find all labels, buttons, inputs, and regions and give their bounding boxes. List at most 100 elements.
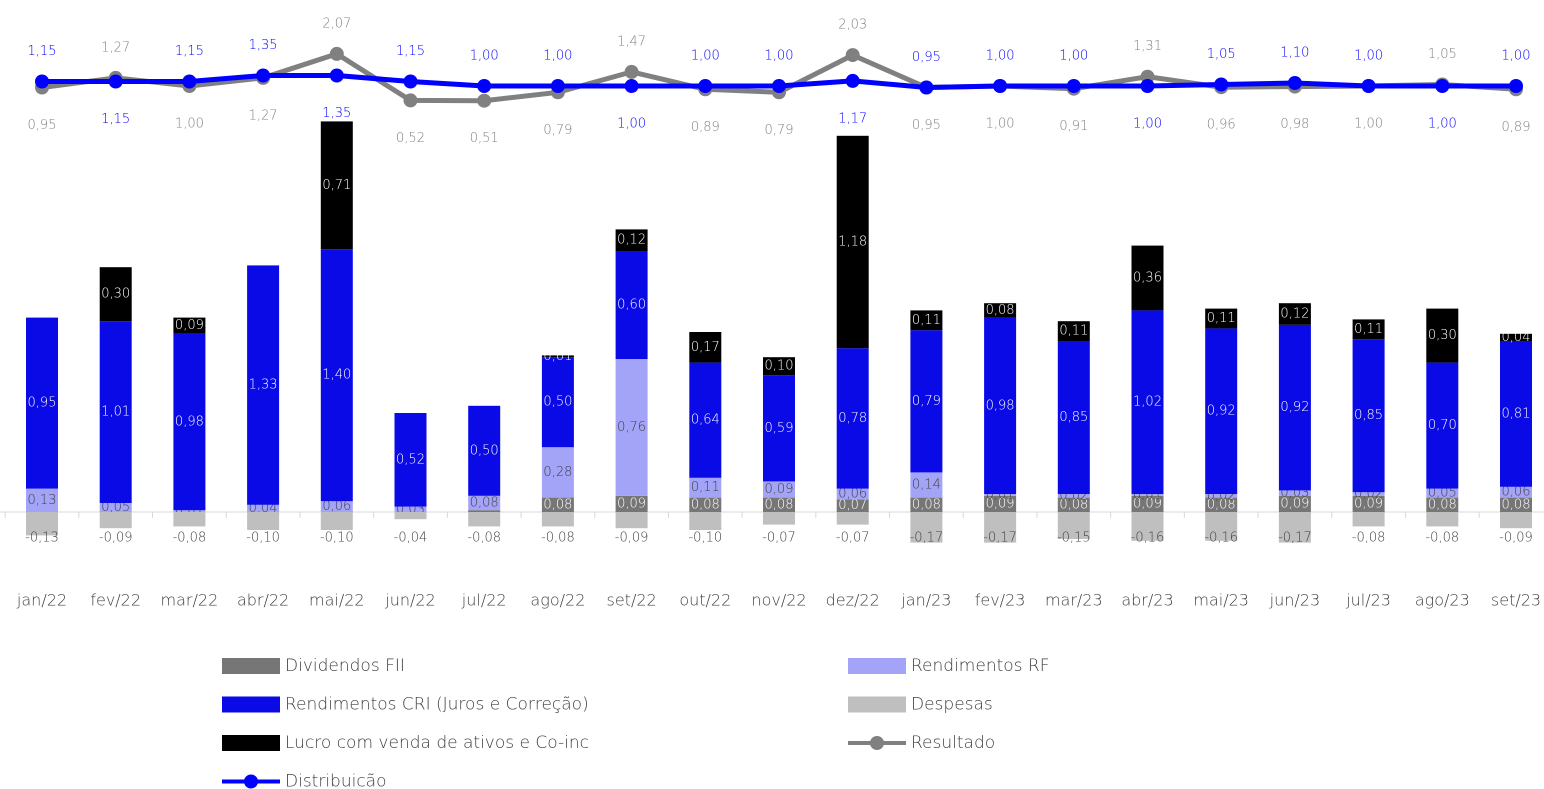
line-label: 1,10 [1280, 46, 1309, 61]
line-marker [772, 79, 786, 93]
data-label: 0,10 [765, 359, 794, 374]
line-label: 1,00 [691, 49, 720, 64]
bar-segment [984, 317, 1017, 494]
bar-segment [1278, 512, 1311, 543]
bar-segment [541, 355, 574, 358]
bar-segment [1352, 492, 1385, 496]
legend-label: Resultado [911, 733, 995, 753]
data-label: 0,09 [617, 496, 646, 511]
bar-segment [1500, 333, 1532, 341]
data-label: 1,33 [249, 378, 278, 393]
line-marker [698, 79, 713, 93]
bar-segment [26, 488, 58, 512]
bar-segment [615, 495, 648, 512]
data-label: -0,09 [1499, 531, 1533, 546]
bar-segment [1057, 321, 1090, 341]
bar-segment [689, 332, 722, 363]
bar-segment [689, 497, 722, 512]
line-label: 2,07 [322, 16, 351, 31]
line-marker [845, 48, 860, 63]
legend-swatch [848, 696, 906, 713]
data-label: -0,10 [688, 531, 722, 546]
line-label: 1,15 [28, 44, 57, 59]
bar-segment [1500, 497, 1532, 512]
line-label: 1,00 [1428, 117, 1457, 132]
x-tick-label: abr/23 [1121, 591, 1173, 610]
bar-segment [1205, 328, 1238, 494]
data-label: 0,50 [543, 395, 572, 410]
data-label: 0,07 [838, 498, 867, 513]
data-label: 0,79 [912, 394, 941, 409]
line-label: 1,35 [322, 106, 351, 121]
data-label: 0,36 [1133, 271, 1162, 286]
bar-segment [763, 357, 795, 376]
line-label: 0,79 [765, 123, 794, 138]
data-label: 0,30 [1428, 328, 1457, 343]
line-marker [1214, 77, 1229, 92]
bar-segment [1426, 308, 1459, 363]
legend-label: Despesas [911, 695, 993, 715]
data-label: 0,28 [543, 465, 572, 480]
data-label: -0,17 [983, 531, 1017, 546]
bar-segment [1278, 324, 1311, 491]
x-tick-label: jun/22 [384, 591, 435, 610]
line-label: 1,00 [986, 117, 1015, 132]
bar-segment [836, 135, 869, 349]
legend-swatch [848, 658, 906, 674]
x-tick-label: nov/22 [751, 591, 806, 610]
line-label: 1,15 [101, 112, 130, 127]
legend-swatch [222, 735, 280, 751]
bar-segment [615, 359, 648, 496]
data-label: 0,70 [1428, 418, 1457, 433]
data-label: 0,06 [1502, 485, 1531, 500]
bar-segment [910, 497, 943, 512]
bar-segment [99, 267, 132, 322]
bar-segment [1500, 512, 1532, 529]
bar-segment [320, 249, 353, 502]
bar-segment [394, 506, 427, 512]
line-label: 1,35 [249, 38, 278, 53]
bar-segment [320, 512, 353, 530]
bar-segment [1057, 512, 1090, 539]
line-label: 1,00 [765, 49, 794, 64]
bar-segment [836, 488, 869, 500]
line-marker [919, 80, 934, 95]
legend-swatch [222, 658, 280, 674]
data-label: 0,06 [322, 499, 351, 514]
line-label: 0,95 [912, 118, 941, 133]
data-label: 0,09 [765, 482, 794, 497]
data-label: 0,08 [1502, 497, 1531, 512]
data-label: 0,64 [691, 413, 720, 428]
legend-swatch [870, 736, 884, 750]
data-label: -0,07 [836, 531, 870, 546]
bar-segment [26, 317, 58, 489]
bar-segment [173, 510, 206, 512]
line-marker [1066, 79, 1081, 93]
bar-segment [910, 512, 943, 543]
bar-segment [836, 512, 869, 525]
data-label: -0,17 [1278, 531, 1312, 546]
bar-segment [1131, 495, 1164, 512]
bar-segment [541, 447, 574, 498]
data-label: 0,95 [28, 396, 57, 411]
line-marker [256, 68, 271, 83]
data-label: 0,08 [765, 497, 794, 512]
x-tick-label: set/22 [606, 591, 656, 610]
data-label: -0,13 [25, 531, 59, 546]
data-label: 0,60 [617, 298, 646, 313]
data-label: 0,78 [838, 411, 867, 426]
bar-segment [320, 121, 353, 250]
legend-label: Rendimentos RF [911, 656, 1050, 676]
bar-segment [615, 229, 648, 251]
bar-segment [1131, 245, 1164, 311]
line-label: 0,96 [1207, 118, 1236, 133]
bar-segment [99, 512, 132, 529]
line-label: 1,27 [249, 108, 278, 123]
line-label: 0,98 [1280, 117, 1309, 132]
line-label: 0,91 [1059, 119, 1088, 134]
data-label: 0,11 [691, 480, 720, 495]
data-label: 0,13 [28, 493, 57, 508]
legend-label: Distribuicão [285, 772, 387, 789]
data-label: 0,05 [1428, 486, 1457, 501]
